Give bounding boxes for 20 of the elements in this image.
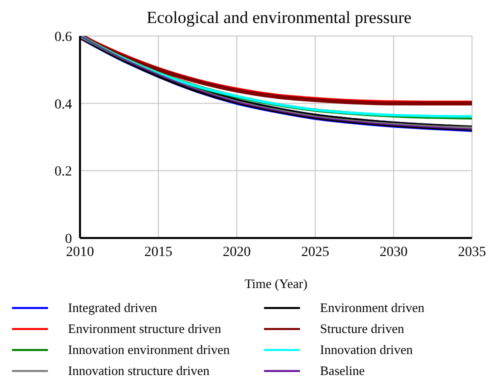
legend-label: Innovation environment driven xyxy=(68,342,230,358)
chart-title: Ecological and environmental pressure xyxy=(146,8,412,28)
x-tick-label: 2010 xyxy=(66,244,94,260)
y-tick-label: 0.6 xyxy=(54,30,72,45)
y-tick-label: 0 xyxy=(65,232,72,247)
x-tick-label: 2025 xyxy=(301,244,330,260)
x-tick-label: 2030 xyxy=(380,244,408,260)
x-axis-title: Time (Year) xyxy=(244,276,308,291)
legend-label: Environment driven xyxy=(320,300,424,316)
y-tick-label: 0.4 xyxy=(54,97,72,112)
x-tick-label: 2020 xyxy=(222,244,251,260)
legend-label: Integrated driven xyxy=(68,300,158,316)
x-tick-label: 2015 xyxy=(144,244,172,260)
legend-label: Innovation structure driven xyxy=(68,362,210,378)
x-tick-label: 2035 xyxy=(458,244,486,260)
legend-label: Structure driven xyxy=(320,320,404,336)
y-tick-label: 0.2 xyxy=(54,164,72,180)
legend-label: Baseline xyxy=(320,362,365,378)
legend-label: Environment structure driven xyxy=(68,320,222,336)
legend-label: Innovation driven xyxy=(320,342,413,358)
